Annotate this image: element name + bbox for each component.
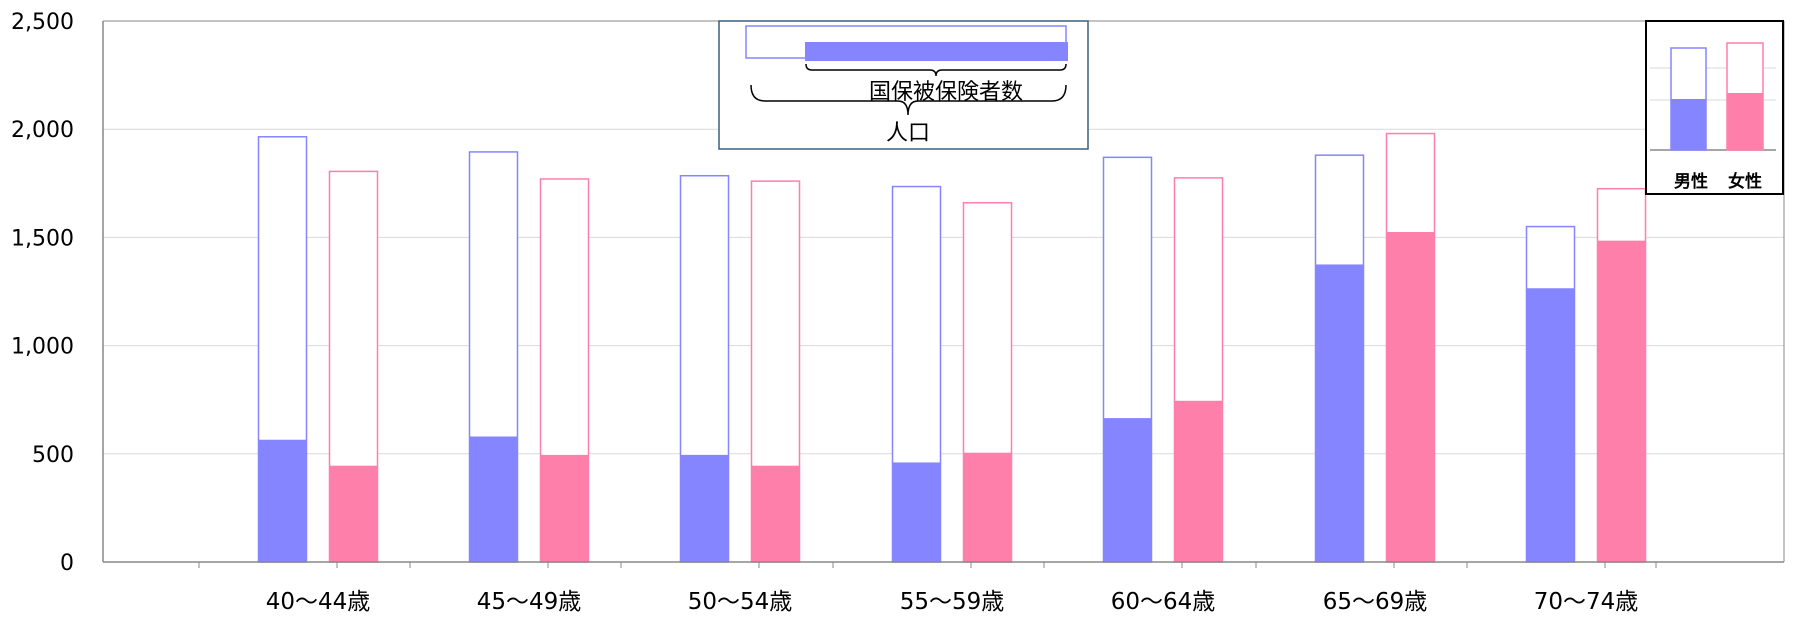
legend-population-label: 人口 bbox=[886, 121, 930, 146]
x-category-label: 50～54歳 bbox=[688, 589, 793, 615]
legend-gender: 男性 女性 bbox=[1645, 20, 1784, 195]
x-category-label: 55～59歳 bbox=[900, 589, 1005, 615]
y-tick-label: 500 bbox=[32, 443, 74, 468]
x-category-label: 60～64歳 bbox=[1111, 589, 1216, 615]
bars bbox=[257, 132, 1647, 563]
legend-male-label: 男性 bbox=[1674, 171, 1708, 192]
bar-male-insured bbox=[1103, 418, 1152, 562]
x-category-label: 40～44歳 bbox=[266, 589, 371, 615]
bar-male-insured bbox=[469, 436, 518, 562]
bar-male-insured bbox=[892, 462, 941, 562]
y-axis-tick-labels: 0 500 1,000 1,500 2,000 2,500 bbox=[11, 10, 74, 576]
y-tick-label: 0 bbox=[60, 551, 74, 576]
bar-female-insured bbox=[963, 452, 1012, 562]
x-category-label: 65～69歳 bbox=[1323, 589, 1428, 615]
bar-female-insured bbox=[1386, 231, 1435, 563]
y-tick-label: 1,500 bbox=[11, 226, 74, 251]
bar-female-insured bbox=[1174, 400, 1223, 562]
bar-male-insured bbox=[258, 439, 307, 562]
legend-structure: 国保被保険者数 人口 bbox=[718, 20, 1089, 150]
legend-male-insured-bar bbox=[1671, 99, 1706, 150]
bar-male-insured bbox=[680, 454, 729, 562]
x-category-label: 45～49歳 bbox=[477, 589, 582, 615]
y-tick-label: 2,000 bbox=[11, 118, 74, 143]
legend-female-insured-bar bbox=[1727, 93, 1763, 150]
bar-female-insured bbox=[751, 465, 800, 562]
x-category-label: 70～74歳 bbox=[1534, 589, 1639, 615]
bar-female-insured bbox=[1597, 240, 1646, 562]
bar-male-insured bbox=[1526, 288, 1575, 562]
y-tick-label: 1,000 bbox=[11, 335, 74, 360]
legend-insured-bar bbox=[805, 42, 1068, 61]
legend-insured-brace bbox=[805, 63, 1067, 77]
legend-female-label: 女性 bbox=[1728, 171, 1762, 192]
bar-female-insured bbox=[329, 465, 378, 562]
x-axis-category-labels: 40～44歳 45～49歳 50～54歳 55～59歳 60～64歳 65～69歳 70～7… bbox=[266, 589, 1639, 615]
legend-population-brace bbox=[750, 84, 1067, 116]
x-axis-ticks bbox=[198, 562, 1657, 568]
bar-male-insured bbox=[1315, 264, 1364, 562]
y-tick-label: 2,500 bbox=[11, 10, 74, 35]
bar-female-insured bbox=[540, 454, 589, 562]
